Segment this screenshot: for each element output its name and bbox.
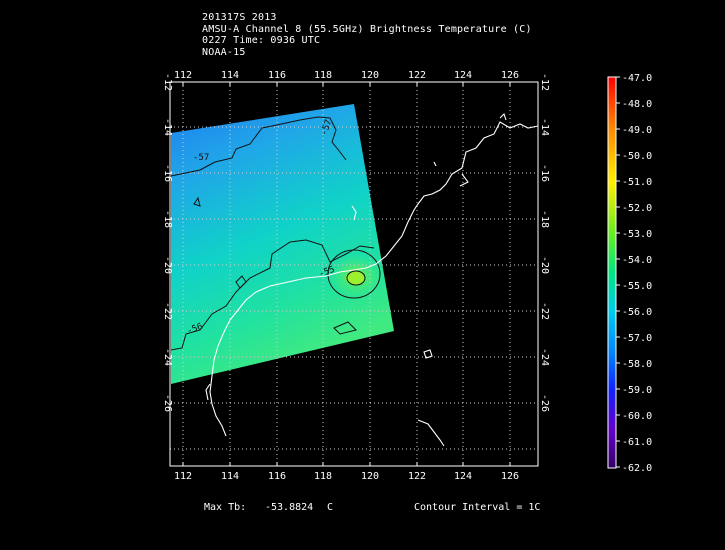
colorbar-label: -47.0 <box>622 73 652 84</box>
lat-lon-grid <box>170 82 538 466</box>
brightness-swath <box>171 104 394 384</box>
lat-label: -12 <box>539 73 550 91</box>
colorbar-label: -49.0 <box>622 125 652 136</box>
lat-label: -18 <box>162 210 173 228</box>
lat-label: -18 <box>539 210 550 228</box>
contour-interval: Contour Interval = 1C <box>414 502 541 513</box>
lat-label: -16 <box>539 164 550 182</box>
lon-label: 116 <box>268 471 286 482</box>
colorbar-label: -54.0 <box>622 255 652 266</box>
color-bar <box>607 76 617 469</box>
warm-core-center <box>346 271 364 285</box>
lat-label: -20 <box>539 256 550 274</box>
max-tb-label: Max Tb: <box>204 502 247 513</box>
colorbar-label: -61.0 <box>622 437 652 448</box>
lat-label: -14 <box>162 118 173 136</box>
lon-label: 124 <box>454 70 472 81</box>
lat-labels-right: -12 -14 -16 -18 -20 -22 -24 -26 <box>539 73 550 412</box>
lon-label: 122 <box>408 471 426 482</box>
lat-label: -26 <box>162 394 173 412</box>
lon-label: 118 <box>314 70 332 81</box>
lon-label: 112 <box>174 471 192 482</box>
lat-label: -20 <box>162 256 173 274</box>
lat-label: -14 <box>539 118 550 136</box>
coastline <box>205 112 538 447</box>
contour-label: -57 <box>193 153 209 163</box>
lat-labels-left: -12 -14 -16 -18 -20 -22 -24 -26 <box>162 73 173 412</box>
colorbar-label: -52.0 <box>622 203 652 214</box>
plot-header: 201317S 2013 AMSU-A Channel 8 (55.5GHz) … <box>202 12 532 58</box>
lon-label: 120 <box>361 471 379 482</box>
product-title: AMSU-A Channel 8 (55.5GHz) Brightness Te… <box>202 23 532 35</box>
lon-labels-top: 112 114 116 118 120 122 124 126 <box>174 70 519 81</box>
colorbar-label: -51.0 <box>622 177 652 188</box>
lat-label: -22 <box>539 302 550 320</box>
lon-label: 124 <box>454 471 472 482</box>
max-tb-unit: C <box>327 502 334 513</box>
colorbar-label: -55.0 <box>622 281 652 292</box>
axis-ticks <box>182 82 511 466</box>
lat-label: -24 <box>162 348 173 366</box>
lat-label: -22 <box>162 302 173 320</box>
lat-label: -24 <box>539 348 550 366</box>
lon-label: 126 <box>501 70 519 81</box>
lon-labels-bottom: 112 114 116 118 120 122 124 126 <box>174 471 519 482</box>
lon-label: 126 <box>501 471 519 482</box>
map-frame <box>169 81 539 467</box>
colorbar-label: -58.0 <box>622 359 652 370</box>
max-tb-value: -53.8824 <box>265 502 314 513</box>
time-line: 0227 Time: 0936 UTC <box>202 35 321 46</box>
colorbar-label: -60.0 <box>622 411 652 422</box>
colorbar-label: -62.0 <box>622 463 652 474</box>
colorbar-label: -50.0 <box>622 151 652 162</box>
satellite-name: NOAA-15 <box>202 46 246 58</box>
colorbar-label: -53.0 <box>622 229 652 240</box>
lat-label: -12 <box>162 73 173 91</box>
lon-label: 112 <box>174 70 192 81</box>
color-bar-ticks <box>616 76 620 468</box>
lon-label: 118 <box>314 471 332 482</box>
lon-label: 122 <box>408 70 426 81</box>
lat-label: -16 <box>162 164 173 182</box>
swath-layer <box>171 104 394 384</box>
lon-label: 114 <box>221 471 239 482</box>
color-bar-labels: -47.0 -48.0 -49.0 -50.0 -51.0 -52.0 -53.… <box>622 73 652 474</box>
lon-label: 114 <box>221 70 239 81</box>
lat-label: -26 <box>539 394 550 412</box>
colorbar-label: -57.0 <box>622 333 652 344</box>
storm-id-line: 201317S 2013 <box>202 12 277 23</box>
colorbar-label: -59.0 <box>622 385 652 396</box>
colorbar-label: -56.0 <box>622 307 652 318</box>
lon-label: 120 <box>361 70 379 81</box>
lon-label: 116 <box>268 70 286 81</box>
contour-lines <box>170 116 381 351</box>
colorbar-label: -48.0 <box>622 99 652 110</box>
